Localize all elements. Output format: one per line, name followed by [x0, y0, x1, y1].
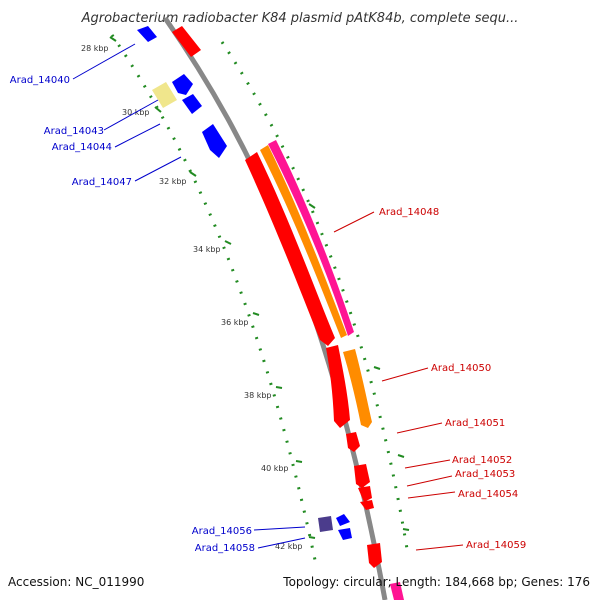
- gene-label-arad-14043: Arad_14043: [44, 126, 104, 137]
- map-title: Agrobacterium radiobacter K84 plasmid pA…: [81, 11, 519, 26]
- gene-feature-arad-14058-a: [336, 514, 350, 526]
- gene-feature-small: [360, 500, 374, 510]
- gene-feature-blue-1: [172, 74, 193, 95]
- scale-label-34kbp: 34 kbp: [193, 245, 221, 254]
- forward-features: [172, 26, 404, 600]
- gene-feature-arad-14052: [346, 432, 360, 452]
- gene-label-arad-14058: Arad_14058: [195, 543, 255, 554]
- gene-feature-arad-14058: [338, 528, 352, 540]
- gene-feature-arad-14048: [245, 152, 335, 346]
- gene-label-arad-14056: Arad_14056: [192, 526, 252, 537]
- gene-label-arad-14048: Arad_14048: [379, 207, 439, 218]
- gene-label-arad-14040: Arad_14040: [10, 75, 70, 86]
- gene-feature-arad-14051: [343, 349, 372, 428]
- gene-label-arad-14051: Arad_14051: [445, 418, 505, 429]
- gene-feature-arad-14053: [354, 464, 370, 488]
- gene-feature-arad-14054: [358, 486, 372, 502]
- scale-label-28kbp: 28 kbp: [81, 44, 109, 53]
- gene-label-arad-14044: Arad_14044: [52, 142, 112, 153]
- gene-label-arad-14047: Arad_14047: [72, 177, 132, 188]
- accession-text: Accession: NC_011990: [8, 575, 144, 589]
- scale-label-40kbp: 40 kbp: [261, 464, 289, 473]
- label-leaders: [72, 43, 464, 551]
- reverse-features: [137, 26, 352, 540]
- gene-feature-arad-14050: [326, 345, 350, 428]
- gene-feature-orange: [260, 145, 347, 338]
- gene-labels-forward: Arad_14048 Arad_14050 Arad_14051 Arad_14…: [379, 207, 526, 551]
- gene-label-arad-14054: Arad_14054: [458, 489, 518, 500]
- gene-feature: [172, 26, 201, 57]
- major-ticks: [109, 36, 410, 539]
- gene-feature-bottom: [390, 582, 404, 600]
- scale-label-42kbp: 42 kbp: [275, 542, 303, 551]
- scale-label-38kbp: 38 kbp: [244, 391, 272, 400]
- gene-label-arad-14053: Arad_14053: [455, 469, 515, 480]
- gene-feature-arad-14059: [367, 543, 382, 568]
- gene-feature-magenta: [268, 140, 354, 336]
- genome-stats-text: Topology: circular; Length: 184,668 bp; …: [282, 575, 590, 589]
- gene-labels-reverse: Arad_14040 Arad_14043 Arad_14044 Arad_14…: [10, 75, 255, 554]
- scale-label-32kbp: 32 kbp: [159, 177, 187, 186]
- gene-feature-arad-14043: [152, 82, 177, 108]
- gene-feature-arad-14044: [182, 94, 202, 114]
- tick-ring-outer: [220, 41, 410, 556]
- gene-feature-arad-14056: [318, 516, 333, 532]
- scale-label-36kbp: 36 kbp: [221, 318, 249, 327]
- gene-label-arad-14059: Arad_14059: [466, 540, 526, 551]
- gene-feature-arad-14040: [137, 26, 157, 42]
- gene-feature-arad-14047: [202, 124, 227, 158]
- gene-label-arad-14050: Arad_14050: [431, 363, 491, 374]
- scale-labels: 28 kbp 30 kbp 32 kbp 34 kbp 36 kbp 38 kb…: [81, 44, 303, 551]
- gene-label-arad-14052: Arad_14052: [452, 455, 512, 466]
